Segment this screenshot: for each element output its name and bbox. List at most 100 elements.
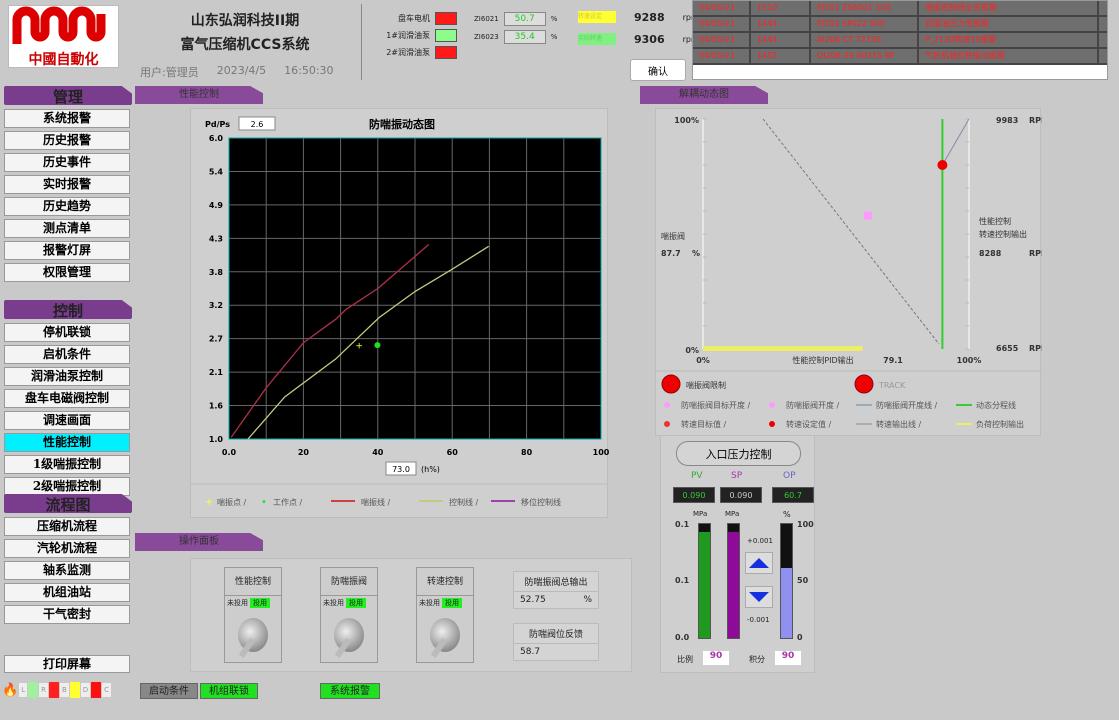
knob-title: 性能控制 [225, 568, 281, 596]
x-tick-label: 40 [372, 448, 384, 457]
x-tick-label: 0.0 [222, 448, 237, 457]
readout-value: 52.75 [520, 595, 546, 605]
sidebar-item[interactable]: 启机条件 [4, 345, 130, 364]
legend-label: 防喘振阀开度线 / [876, 400, 938, 410]
scale-label: 50 [797, 576, 809, 585]
tab-operation[interactable]: 操作面板 [135, 533, 263, 551]
legend-label: 控制线 / [449, 497, 479, 507]
increase-button[interactable] [745, 552, 773, 574]
sidebar-item[interactable]: 干气密封 [4, 605, 130, 624]
led-lamp [69, 682, 80, 698]
sidebar-item[interactable]: 性能控制 [4, 433, 130, 452]
x-value: 73.0 [392, 465, 410, 474]
system-alarm-button[interactable]: 系统报警 [320, 683, 380, 699]
interlock-button[interactable]: 机组联锁 [200, 683, 258, 699]
sidebar-item[interactable]: 历史趋势 [4, 197, 130, 216]
start-conditions-button[interactable]: 启动条件 [140, 683, 198, 699]
knob-switch-icon[interactable] [238, 618, 268, 652]
p-input[interactable]: 90 [703, 651, 729, 665]
legend-label: 喘振线 / [361, 497, 391, 507]
alarm-cell: 04/05/21 [693, 1, 751, 15]
sp-unit: MPa [725, 510, 740, 518]
decrement-label: -0.001 [747, 616, 770, 624]
legend-label: 负荷控制输出 [976, 419, 1024, 429]
led-key: D [80, 683, 91, 697]
sidebar-item[interactable]: 系统报警 [4, 109, 130, 128]
sidebar-item[interactable]: 轴系监测 [4, 561, 130, 580]
sidebar-item[interactable]: 盘车电磁阀控制 [4, 389, 130, 408]
system-title-line2: 富气压缩机CCS系统 [180, 37, 310, 53]
tab-performance[interactable]: 性能控制 [135, 86, 263, 104]
knob-switch-icon[interactable] [430, 618, 460, 652]
print-screen-button[interactable]: 打印屏幕 [4, 655, 130, 673]
legend-marker [664, 402, 670, 408]
valve-feedback-readout: 防喘阀位反馈 58.7 [513, 623, 599, 661]
knob-speed[interactable]: 转速控制 未投用 投用 [416, 567, 474, 663]
led-lamp [91, 682, 102, 698]
sidebar-item[interactable]: 压缩机流程 [4, 517, 130, 536]
confirm-button[interactable]: 确认 [630, 59, 686, 81]
sidebar-item[interactable]: 实时报警 [4, 175, 130, 194]
knob-antisurge[interactable]: 防喘振阀 未投用 投用 [320, 567, 378, 663]
x-tick-label: 60 [447, 448, 459, 457]
legend-marker [769, 421, 775, 427]
readout-value: 58.7 [520, 647, 541, 657]
i-input[interactable]: 90 [775, 651, 801, 665]
decrease-button[interactable] [745, 586, 773, 608]
inlet-pressure-button[interactable]: 入口压力控制 [676, 441, 801, 466]
pdps-input[interactable] [238, 116, 276, 131]
alarm-cell: P_2130转速10报警 [919, 33, 1099, 47]
knob-performance[interactable]: 性能控制 未投用 投用 [224, 567, 282, 663]
speed-value: 9288 [634, 10, 665, 24]
readout-label: 防喘阀位反馈 [514, 624, 598, 644]
sidebar-item[interactable]: 权限管理 [4, 263, 130, 282]
sidebar-item[interactable]: 历史事件 [4, 153, 130, 172]
alarm-row[interactable]: 04/05/21 1452 QI206 ZS 6021S 8P 气轮机轴位移振动报警 [693, 49, 1107, 65]
sidebar-item[interactable]: 机组油站 [4, 583, 130, 602]
lamp-label: 1#润滑油泵 [386, 31, 430, 40]
alarm-list[interactable]: 04/05/21 1510 PI201 ZS6001 100 喘振控制阀全关报警 04/… [692, 0, 1108, 80]
alarm-cell: AI206 CT 7213S [811, 33, 919, 47]
legend-label: 防喘振阀目标开度 / [681, 400, 751, 410]
rpm-top: 9983 [996, 116, 1018, 125]
flame-icon: 🔥 [2, 682, 19, 698]
alarm-cell: 润滑油压力低报警 [919, 17, 1099, 31]
valve-value: 87.7 [661, 249, 681, 258]
sidebar-item[interactable]: 汽轮机流程 [4, 539, 130, 558]
rpm-bottom: 6655 [996, 344, 1019, 353]
surge-chart-panel: Pd/Ps 2.6 防喘振动态图 1.0 1.6 2.1 2.7 3.2 3.8 4.3 4.9 5.… [190, 108, 610, 518]
user-name: 用户:管理员 [140, 66, 199, 79]
alarm-row[interactable]: 04/05/21 1510 PI201 ZS6001 100 喘振控制阀全关报警 [693, 1, 1107, 17]
sidebar-item[interactable]: 润滑油泵控制 [4, 367, 130, 386]
sidebar-item[interactable]: 历史报警 [4, 131, 130, 150]
zi-unit: % [550, 33, 558, 41]
logo: 中國自動化 [8, 5, 119, 68]
tab-decouple[interactable]: 解耦动态图 [640, 86, 768, 104]
sidebar-item[interactable]: 2级喘振控制 [4, 477, 130, 496]
sidebar-item[interactable]: 测点清单 [4, 219, 130, 238]
op-label: OP [783, 471, 796, 481]
pdps-value: 2.6 [251, 120, 264, 129]
scale-label: 100 [797, 520, 814, 529]
sidebar-item[interactable]: 报警灯屏 [4, 241, 130, 260]
alarm-row[interactable]: 04/05/21 1444 AI206 CT 7213S P_2130转速10报警 [693, 33, 1107, 49]
load-control-bar [703, 346, 863, 351]
y-tick-label: 3.8 [209, 268, 224, 277]
y-axis-label: Pd/Ps [205, 120, 230, 129]
knob-off: 未投用 [419, 599, 440, 607]
antisurge-output-readout: 防喘振阀总输出 52.75% [513, 571, 599, 609]
knob-off: 未投用 [323, 599, 344, 607]
sidebar-item[interactable]: 1级喘振控制 [4, 455, 130, 474]
led-lamp [48, 682, 59, 698]
increment-label: +0.001 [747, 537, 773, 545]
sidebar-item[interactable]: 停机联锁 [4, 323, 130, 342]
x-input[interactable] [385, 461, 417, 476]
zi-readouts: ZI6021 50.7% ZI6023 35.4% [474, 10, 557, 46]
knob-switch-icon[interactable] [334, 618, 364, 652]
sidebar-item[interactable]: 调速画面 [4, 411, 130, 430]
zi-unit: % [550, 15, 558, 23]
alarm-row[interactable]: 04/05/21 1444 PI201 SP022 500 润滑油压力低报警 [693, 17, 1107, 33]
y-tick-label: 3.2 [209, 301, 223, 310]
lamp-label: 2#润滑油泵 [386, 48, 430, 57]
